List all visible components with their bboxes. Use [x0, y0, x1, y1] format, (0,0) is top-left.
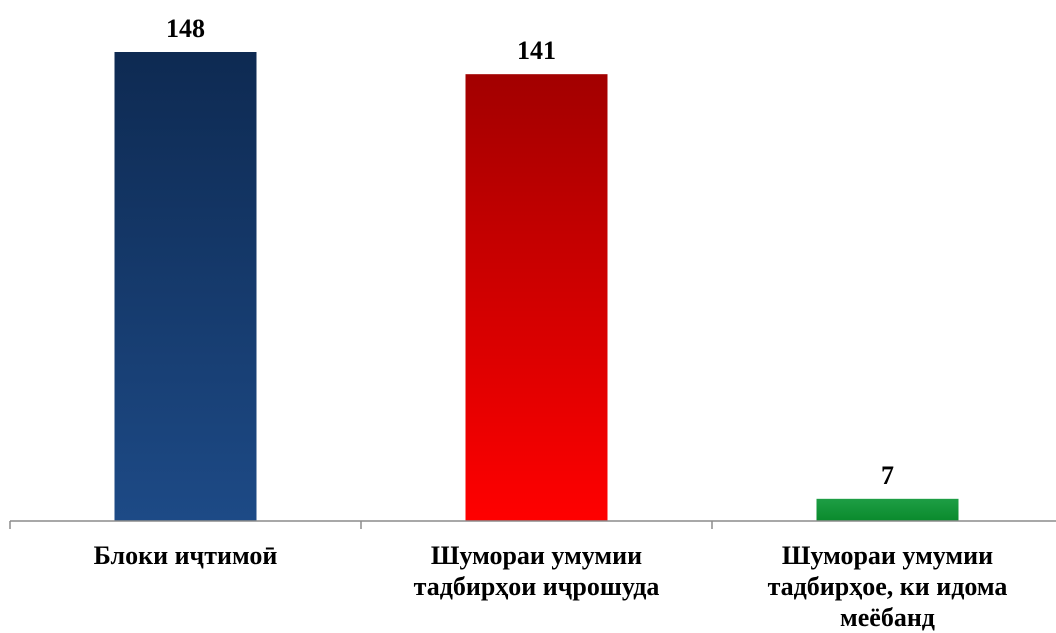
category-label-1: Блоки иҷтимоӣ	[93, 541, 278, 570]
value-label-2: 141	[517, 36, 556, 65]
value-label-1: 148	[166, 14, 205, 43]
value-label-3: 7	[881, 461, 894, 490]
category-label-2: Шумораи умумии тадбирҳои иҷрошуда	[413, 541, 660, 601]
bar-1	[114, 52, 257, 521]
category-label-3: Шумораи умумии тадбирҳое, ки идома меёба…	[767, 541, 1008, 632]
bar-2	[465, 74, 608, 521]
bar-3	[816, 498, 959, 521]
